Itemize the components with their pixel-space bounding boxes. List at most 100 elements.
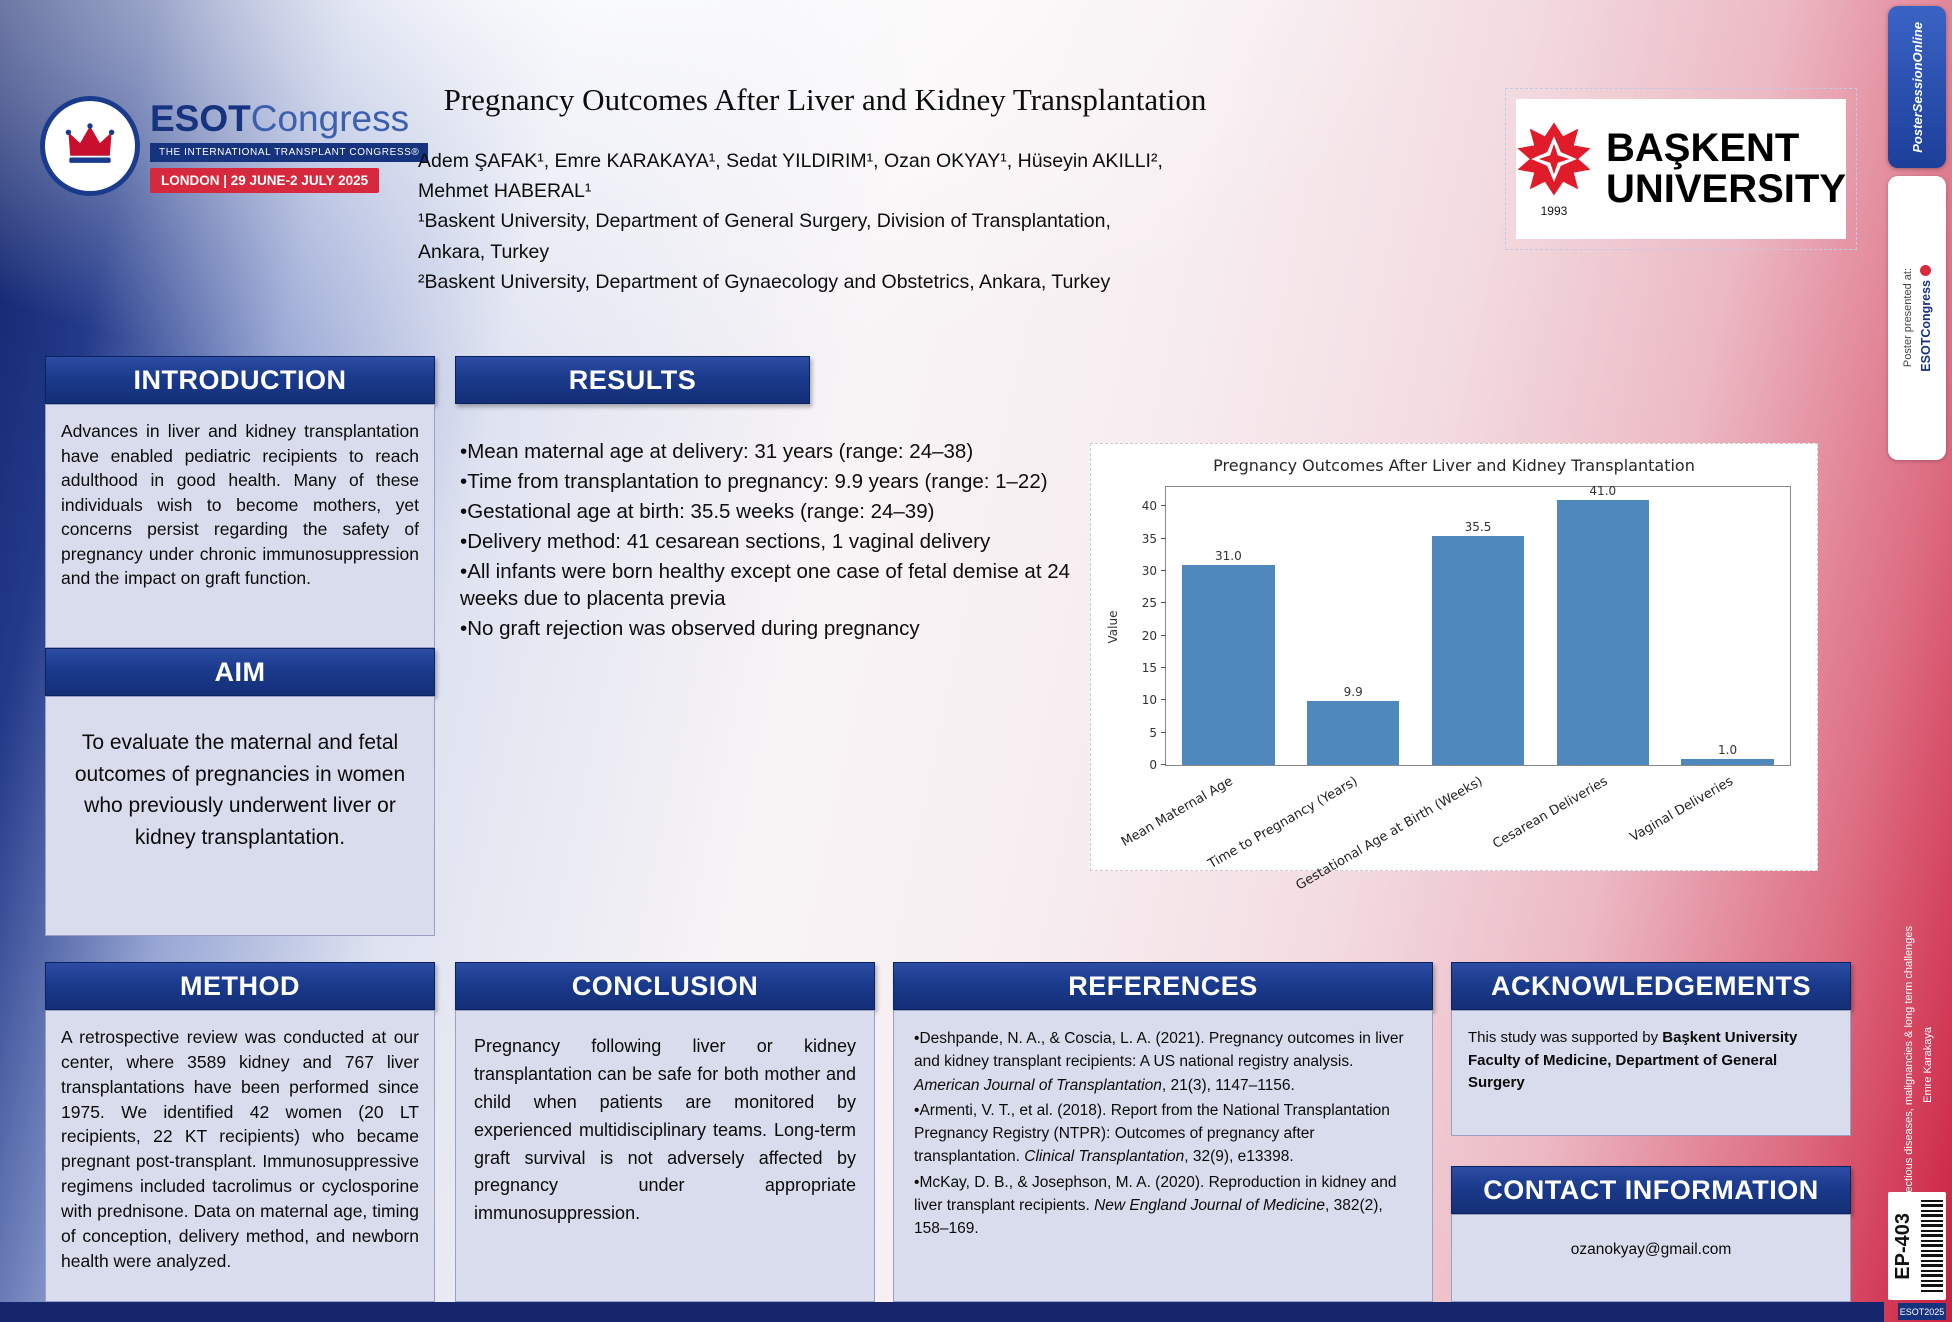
results-bullet: Time from transplantation to pregnancy: …: [460, 468, 1085, 496]
track-label: Infectious diseases, malignancies & long…: [1902, 925, 1915, 1205]
baskent-year: 1993: [1540, 203, 1568, 218]
results-bar-chart: Pregnancy Outcomes After Liver and Kidne…: [1090, 443, 1818, 893]
references-body: Deshpande, N. A., & Coscia, L. A. (2021)…: [893, 1010, 1433, 1302]
bar-value-label: 35.5: [1464, 519, 1492, 534]
esot-wordmark-light: Congress: [250, 97, 410, 139]
chart-y-axis-label: Value: [1106, 610, 1120, 644]
bar-value-label: 41.0: [1589, 483, 1617, 498]
esot2025-badge: ESOT2025: [1898, 1303, 1946, 1320]
results-bullet: No graft rejection was observed during p…: [460, 615, 1085, 643]
chart-title: Pregnancy Outcomes After Liver and Kidne…: [1213, 456, 1695, 475]
poster-id-badge: EP-403: [1888, 1192, 1946, 1300]
results-bullet: Gestational age at birth: 35.5 weeks (ra…: [460, 498, 1085, 526]
reference-item: McKay, D. B., & Josephson, M. A. (2020).…: [914, 1171, 1412, 1241]
esot-congress-logo: ESOTCongress THE INTERNATIONAL TRANSPLAN…: [40, 46, 429, 246]
y-tick-mark: [1161, 667, 1166, 669]
track-area: Infectious diseases, malignancies & long…: [1886, 900, 1950, 1230]
y-tick-mark: [1161, 731, 1166, 733]
esot-mini-label: ESOTCongress: [1918, 279, 1933, 372]
affiliation-line: ¹Baskent University, Department of Gener…: [418, 210, 1111, 233]
presenter-label: Emre Karakaya: [1921, 1027, 1934, 1103]
y-tick-label: 10: [1141, 693, 1157, 708]
chart-bar: 35.5: [1431, 520, 1525, 765]
authors-line: Adem ŞAFAK¹, Emre KARAKAYA¹, Sedat YILDI…: [418, 150, 1163, 172]
reference-item: Deshpande, N. A., & Coscia, L. A. (2021)…: [914, 1027, 1412, 1097]
acknowledgements-header: ACKNOWLEDGEMENTS: [1451, 962, 1851, 1010]
aim-header: AIM: [45, 648, 435, 696]
baskent-emblem-column: 1993: [1516, 121, 1592, 218]
esot-wordmark: ESOTCongress: [150, 100, 428, 137]
conclusion-header: CONCLUSION: [455, 962, 875, 1010]
baskent-name-line1: BAŞKENT: [1605, 126, 1800, 171]
reference-text: , 21(3), 1147–1156.: [1161, 1076, 1295, 1094]
introduction-body: Advances in liver and kidney transplanta…: [45, 404, 435, 648]
results-header: RESULTS: [455, 356, 810, 404]
y-tick-mark: [1161, 537, 1166, 539]
presented-at-label: Poster presented at:: [1901, 268, 1914, 368]
baskent-name: BAŞKENT UNIVERSITY: [1606, 128, 1846, 210]
bar-value-label: 1.0: [1718, 742, 1738, 757]
reference-journal: Clinical Transplantation: [1024, 1148, 1185, 1166]
esot-wordmark-bold: ESOT: [150, 97, 251, 139]
y-tick-label: 20: [1141, 628, 1157, 643]
reference-text: Deshpande, N. A., & Coscia, L. A. (2021)…: [914, 1030, 1404, 1071]
chart-bar: 41.0: [1556, 484, 1649, 765]
y-tick-label: 15: [1141, 661, 1157, 676]
contact-header: CONTACT INFORMATION: [1451, 1166, 1851, 1214]
y-tick-label: 5: [1149, 725, 1157, 740]
conclusion-body: Pregnancy following liver or kidney tran…: [455, 1010, 875, 1302]
affiliation-line: ²Baskent University, Department of Gynae…: [418, 270, 1111, 293]
x-tick-label: Vaginal Deliveries: [1627, 774, 1736, 846]
poster-title: Pregnancy Outcomes After Liver and Kidne…: [443, 82, 1207, 117]
y-tick-label: 40: [1141, 499, 1157, 514]
esot-location-banner: LONDON | 29 JUNE-2 JULY 2025: [150, 167, 380, 193]
authors-block: Adem ŞAFAK¹, Emre KARAKAYA¹, Sedat YILDI…: [418, 146, 1298, 297]
bar-value-label: 9.9: [1343, 685, 1363, 699]
baskent-university-logo: 1993 BAŞKENT UNIVERSITY: [1505, 88, 1857, 250]
mini-crown-icon: [1920, 264, 1931, 276]
poster-session-online-badge: PosterSessionOnline: [1888, 6, 1946, 168]
x-tick-label: Cesarean Deliveries: [1490, 774, 1611, 852]
chart-bar: 9.9: [1307, 685, 1400, 765]
reference-text: Armenti, V. T., et al. (2018). Report fr…: [914, 1101, 1390, 1166]
reference-item: Armenti, V. T., et al. (2018). Report fr…: [914, 1099, 1412, 1169]
chart-bar: 31.0: [1182, 549, 1275, 765]
y-tick-mark: [1161, 764, 1166, 765]
results-bullet-list: Mean maternal age at delivery: 31 years …: [460, 438, 1085, 645]
chart-bar: 1.0: [1681, 743, 1774, 765]
star-emblem-icon: [1516, 122, 1592, 201]
y-tick-mark: [1161, 634, 1166, 636]
acknowledgements-text: This study was supported by: [1468, 1029, 1663, 1046]
baskent-logo-inner: 1993 BAŞKENT UNIVERSITY: [1516, 99, 1846, 239]
x-tick-label: Mean Maternal Age: [1118, 774, 1236, 851]
y-tick-mark: [1161, 570, 1166, 572]
references-header: REFERENCES: [893, 962, 1433, 1010]
bar-value-label: 31.0: [1215, 548, 1242, 563]
esot2025-label: ESOT2025: [1899, 1306, 1945, 1317]
reference-text: , 382(2), 158–169.: [914, 1196, 1383, 1237]
y-tick-mark: [1161, 602, 1166, 604]
aim-body: To evaluate the maternal and fetal outco…: [45, 696, 435, 936]
baskent-name-line2: UNIVERSITY: [1605, 167, 1847, 211]
method-body: A retrospective review was conducted at …: [45, 1010, 435, 1302]
reference-text: , 32(9), e13398.: [1184, 1148, 1294, 1166]
reference-journal: American Journal of Transplantation: [914, 1076, 1162, 1094]
affiliation-line: Ankara, Turkey: [418, 240, 550, 263]
results-bullet: Mean maternal age at delivery: 31 years …: [460, 438, 1085, 466]
acknowledgements-body: This study was supported by Başkent Univ…: [1451, 1010, 1851, 1136]
reference-journal: New England Journal of Medicine: [1094, 1196, 1325, 1214]
chart-plot-area: 0 5 10 15 20 25 30 35 40 31.0 9.9 35.5 41.0 1.0: [1142, 484, 1791, 772]
barcode: [1920, 1200, 1943, 1292]
results-bullet: Delivery method: 41 cesarean sections, 1…: [460, 528, 1085, 556]
y-tick-label: 0: [1149, 758, 1157, 772]
chart-xlabels: Mean Maternal Age Time to Pregnancy (Year…: [1118, 768, 1791, 893]
esot-logo-circle: [40, 96, 140, 196]
contact-email: ozanokyay@gmail.com: [1570, 1241, 1732, 1258]
chart-bar-slot: 1.0: [1665, 487, 1790, 765]
contact-body: ozanokyay@gmail.com: [1451, 1214, 1851, 1302]
reference-text: McKay, D. B., & Josephson, M. A. (2020).…: [914, 1173, 1397, 1214]
right-sidebar: PosterSessionOnline Poster presented at:…: [1884, 0, 1952, 1322]
chart-bar-slot: 41.0: [1540, 484, 1665, 765]
chart-bar-slot: 35.5: [1416, 487, 1541, 765]
